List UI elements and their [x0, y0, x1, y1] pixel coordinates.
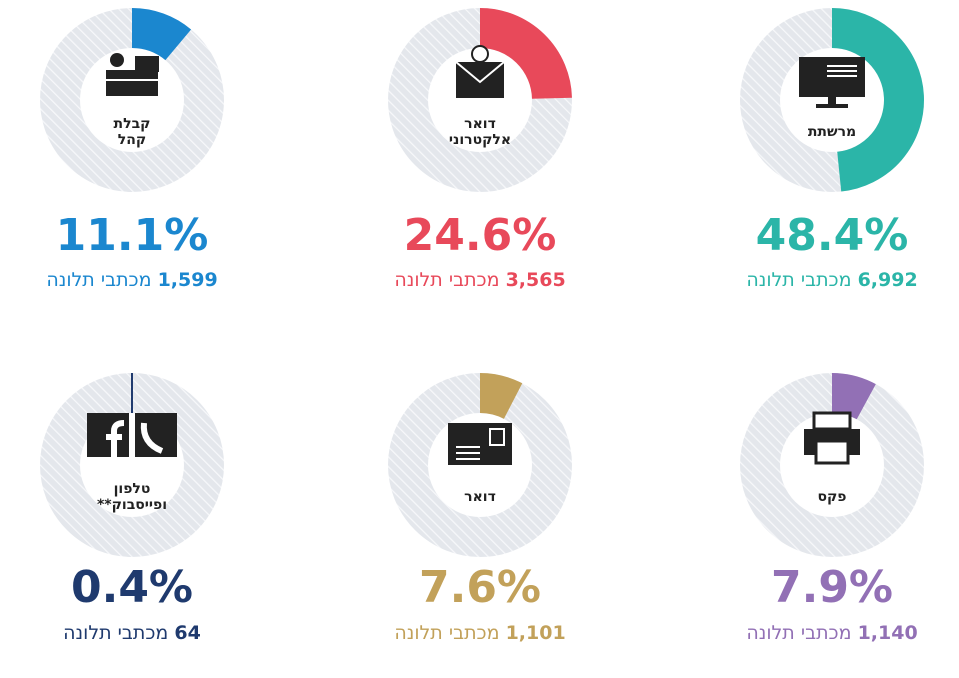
icon	[106, 53, 159, 96]
channel-label: דואר	[464, 116, 496, 132]
icon-part	[135, 56, 159, 72]
donut-segment	[131, 8, 192, 61]
count: 64	[174, 622, 200, 644]
donut-segment	[479, 8, 572, 100]
percent: 0.4%	[71, 562, 193, 613]
count-line: 3,565 מכתבי תלונה	[394, 269, 565, 291]
donut-segment	[831, 373, 876, 420]
icon-part	[140, 422, 164, 454]
icon-part	[106, 420, 125, 457]
count: 1,140	[858, 622, 918, 644]
icon	[448, 423, 512, 465]
count: 1,599	[158, 269, 218, 291]
count-line: 64 מכתבי תלונה	[63, 622, 201, 644]
channel-label: מרשתת	[808, 124, 856, 140]
channel-label: אלקטרוני	[449, 132, 511, 148]
channel-label: טלפון	[114, 481, 151, 497]
icon	[799, 57, 865, 108]
channel-label: קבלת	[114, 116, 151, 132]
icon-part	[812, 411, 852, 431]
icon-part	[106, 70, 158, 96]
percent: 11.1%	[56, 210, 209, 261]
count: 3,565	[506, 269, 566, 291]
percent: 24.6%	[404, 210, 557, 261]
count: 6,992	[858, 269, 918, 291]
channel-label: ופייסבוק**	[97, 497, 167, 513]
donut-segment	[479, 373, 523, 420]
icon-part	[489, 428, 505, 446]
donut-segment	[831, 8, 924, 192]
donut-track	[40, 8, 224, 192]
unit: מכתבי תלונה	[63, 622, 168, 644]
count-line: 1,101 מכתבי תלונה	[394, 622, 565, 644]
channel-label: פקס	[817, 489, 846, 505]
count-line: 6,992 מכתבי תלונה	[746, 269, 917, 291]
percent: 7.6%	[419, 562, 541, 613]
icon-part	[828, 97, 836, 105]
count-line: 1,599 מכתבי תלונה	[46, 269, 217, 291]
unit: מכתבי תלונה	[746, 269, 851, 291]
icon	[455, 45, 505, 98]
icon-part	[110, 53, 124, 67]
unit: מכתבי תלונה	[746, 622, 851, 644]
unit: מכתבי תלונה	[394, 622, 499, 644]
percent: 48.4%	[756, 210, 909, 261]
icon	[87, 413, 177, 457]
donut-track	[40, 373, 224, 557]
channel-label: דואר	[464, 489, 496, 505]
icon-part	[814, 439, 850, 465]
unit: מכתבי תלונה	[46, 269, 151, 291]
count: 1,101	[506, 622, 566, 644]
percent: 7.9%	[771, 562, 893, 613]
count-line: 1,140 מכתבי תלונה	[746, 622, 917, 644]
channel-label: קהל	[118, 132, 146, 148]
unit: מכתבי תלונה	[394, 269, 499, 291]
icon	[804, 411, 860, 465]
icon-part	[471, 45, 489, 63]
icon-part	[455, 61, 505, 84]
icon-part	[816, 104, 848, 108]
